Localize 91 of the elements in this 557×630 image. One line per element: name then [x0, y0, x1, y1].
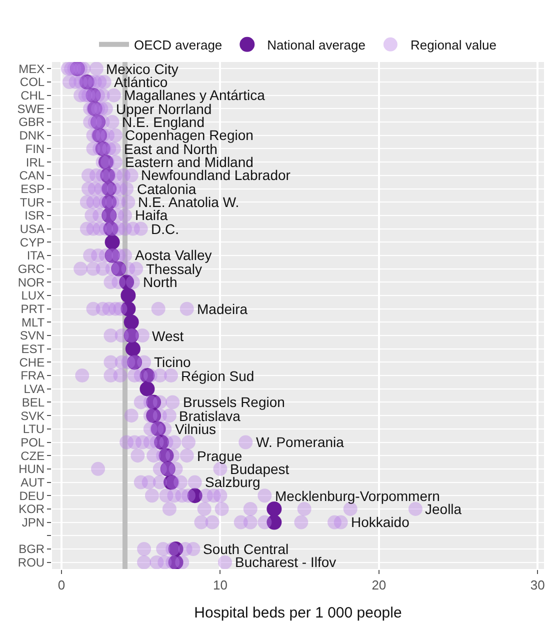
- point: [125, 341, 140, 356]
- y-tick-label: ITA: [26, 248, 45, 263]
- y-tick-label: LVA: [24, 382, 45, 396]
- y-tick-label: SWE: [17, 102, 45, 116]
- annotation: South Central: [203, 541, 289, 557]
- y-tick-label: NOR: [18, 275, 45, 290]
- annotation: Ticino: [154, 354, 192, 370]
- legend-label: National average: [267, 37, 366, 52]
- y-tick-label: DNK: [19, 128, 45, 143]
- annotation: Mecklenburg-Vorpommern: [275, 488, 440, 504]
- annotation: Madeira: [197, 301, 248, 317]
- annotation: North: [143, 274, 178, 290]
- point: [104, 234, 120, 250]
- point: [158, 448, 174, 464]
- y-tick-label: COL: [20, 75, 45, 90]
- annotation: Brussels Region: [183, 394, 285, 410]
- annotation: Haifa: [135, 207, 168, 223]
- y-tick-label: BEL: [22, 395, 45, 410]
- point: [140, 368, 155, 384]
- x-tick-label: 20: [372, 578, 386, 593]
- point: [146, 394, 162, 410]
- annotation: Salzburg: [205, 474, 260, 490]
- y-tick-label: SVK: [20, 408, 45, 423]
- annotation: Eastern and Midland: [125, 154, 254, 170]
- annotation: Bucharest - Ilfov: [235, 554, 336, 570]
- y-tick-label: LTU: [22, 422, 45, 436]
- y-tick-label: MLT: [21, 315, 46, 330]
- y-tick-label: EST: [21, 342, 46, 356]
- point: [187, 488, 202, 504]
- y-tick-label: TUR: [20, 195, 45, 210]
- annotation: D.C.: [151, 221, 179, 237]
- annotation: Prague: [197, 448, 242, 464]
- y-tick-label: CYP: [20, 235, 45, 250]
- annotation: Bratislava: [179, 408, 241, 424]
- y-tick-label: MEX: [18, 62, 45, 76]
- y-tick-label: JPN: [22, 516, 45, 530]
- annotation: Budapest: [230, 461, 290, 477]
- y-tick-label: USA: [20, 222, 45, 236]
- point: [140, 381, 155, 396]
- y-tick-label: ISR: [24, 208, 45, 223]
- y-tick-label: AUT: [20, 475, 46, 490]
- point: [146, 408, 162, 424]
- y-tick-label: CHE: [19, 355, 45, 370]
- legend-label: OECD average: [134, 37, 222, 52]
- x-tick-label: 0: [58, 578, 66, 593]
- y-tick-label: POL: [20, 435, 45, 450]
- y-tick-label: ESP: [20, 182, 45, 196]
- annotation: Magallanes y Antártica: [124, 87, 266, 103]
- point: [266, 514, 282, 530]
- annotation: N.E. Anatolia W.: [138, 194, 240, 210]
- y-tick-label: FIN: [25, 142, 45, 156]
- point: [120, 288, 136, 303]
- y-tick-label: GBR: [18, 115, 45, 130]
- point: [119, 274, 134, 290]
- y-tick-label: DEU: [19, 488, 45, 503]
- x-tick-label: 10: [212, 578, 228, 593]
- y-tick-label: ROU: [18, 556, 45, 570]
- y-tick-label: HUN: [18, 462, 45, 476]
- y-tick-label: FRA: [20, 368, 45, 383]
- annotation: West: [152, 328, 184, 344]
- annotation: Catalonia: [137, 181, 196, 197]
- y-tick-label: LUX: [21, 288, 45, 303]
- annotation: Aosta Valley: [135, 247, 212, 263]
- y-tick-label: CHL: [20, 88, 45, 103]
- y-tick-label: GRC: [18, 262, 45, 276]
- point: [168, 541, 184, 556]
- y-tick-label: KOR: [18, 502, 45, 516]
- annotation: Thessaly: [146, 261, 202, 277]
- legend-label: Regional value: [410, 37, 496, 52]
- y-tick-label: CAN: [19, 168, 45, 183]
- annotation: Vilnius: [175, 421, 216, 437]
- annotation: Mexico City: [106, 61, 178, 77]
- annotation: Atlántico: [114, 74, 168, 90]
- annotation: Jeolla: [425, 501, 462, 517]
- point: [168, 554, 184, 569]
- point: [102, 194, 117, 210]
- y-tick-label: CZE: [20, 448, 45, 463]
- point: [154, 434, 170, 450]
- annotation: W. Pomerania: [256, 434, 344, 450]
- point: [120, 301, 136, 316]
- y-tick-label: SVN: [20, 328, 45, 343]
- annotation: Région Sud: [181, 368, 254, 384]
- x-axis-title: Hospital beds per 1 000 people: [194, 604, 402, 622]
- x-tick-label: 30: [530, 578, 545, 593]
- point: [124, 314, 139, 330]
- y-tick-label: PRT: [20, 302, 46, 316]
- annotation: Newfoundland Labrador: [141, 167, 291, 183]
- annotation: Hokkaido: [351, 514, 410, 530]
- point: [98, 154, 114, 170]
- y-tick-label: IRL: [26, 155, 45, 170]
- y-tick-label: BGR: [18, 542, 45, 556]
